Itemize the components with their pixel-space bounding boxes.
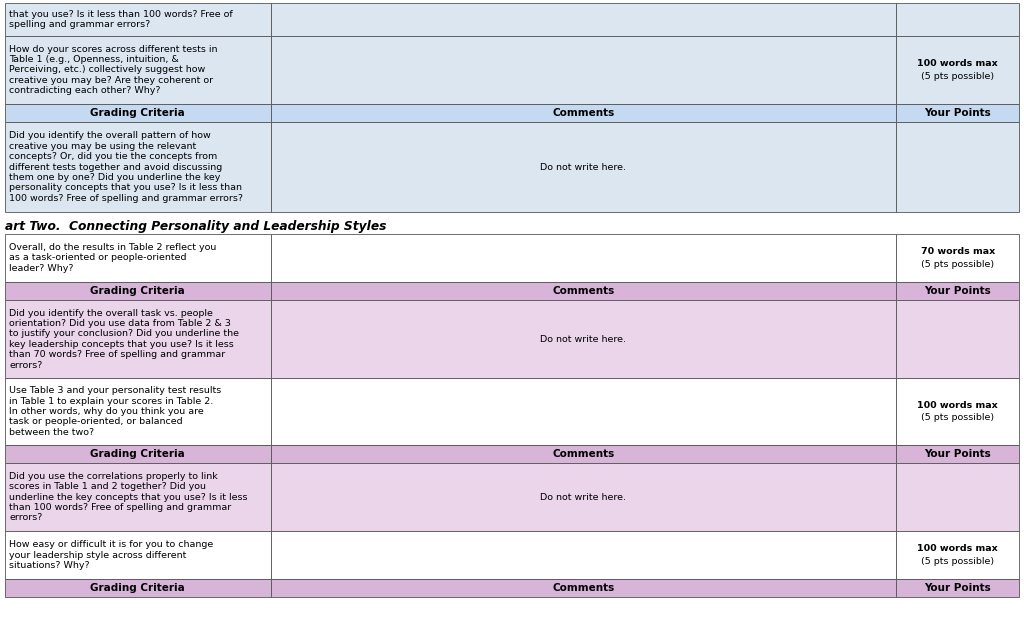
Bar — [270, 579, 896, 597]
Bar — [270, 445, 896, 463]
Bar — [5, 3, 270, 36]
Text: Your Points: Your Points — [925, 286, 991, 296]
Bar — [896, 36, 1019, 104]
Text: (5 pts possible): (5 pts possible) — [922, 260, 994, 269]
Bar — [896, 463, 1019, 531]
Bar — [896, 104, 1019, 122]
Bar — [896, 3, 1019, 36]
Bar — [896, 445, 1019, 463]
Text: Comments: Comments — [552, 449, 614, 459]
Bar — [270, 463, 896, 531]
Text: Comments: Comments — [552, 583, 614, 593]
Text: 100 words max: 100 words max — [918, 400, 998, 410]
Bar — [5, 282, 270, 300]
Text: that you use? Is it less than 100 words? Free of
spelling and grammar errors?: that you use? Is it less than 100 words?… — [9, 10, 232, 29]
Text: (5 pts possible): (5 pts possible) — [922, 557, 994, 566]
Bar — [5, 378, 270, 445]
Bar — [270, 3, 896, 36]
Text: Use Table 3 and your personality test results
in Table 1 to explain your scores : Use Table 3 and your personality test re… — [9, 386, 221, 437]
Text: Did you use the correlations properly to link
scores in Table 1 and 2 together? : Did you use the correlations properly to… — [9, 472, 248, 522]
Bar — [5, 445, 270, 463]
Text: Comments: Comments — [552, 286, 614, 296]
Text: Overall, do the results in Table 2 reflect you
as a task-oriented or people-orie: Overall, do the results in Table 2 refle… — [9, 243, 216, 273]
Bar — [5, 122, 270, 212]
Bar — [270, 36, 896, 104]
Text: 100 words max: 100 words max — [918, 544, 998, 553]
Text: How easy or difficult it is for you to change
your leadership style across diffe: How easy or difficult it is for you to c… — [9, 540, 213, 570]
Bar — [270, 300, 896, 378]
Bar — [896, 234, 1019, 282]
Text: Did you identify the overall task vs. people
orientation? Did you use data from : Did you identify the overall task vs. pe… — [9, 308, 239, 370]
Text: (5 pts possible): (5 pts possible) — [922, 72, 994, 81]
Bar — [5, 463, 270, 531]
Text: art Two.  Connecting Personality and Leadership Styles: art Two. Connecting Personality and Lead… — [5, 220, 386, 233]
Bar — [896, 122, 1019, 212]
Text: Do not write here.: Do not write here. — [541, 163, 627, 171]
Bar — [896, 282, 1019, 300]
Text: 100 words max: 100 words max — [918, 59, 998, 68]
Bar — [270, 122, 896, 212]
Text: (5 pts possible): (5 pts possible) — [922, 413, 994, 423]
Bar — [5, 579, 270, 597]
Bar — [896, 531, 1019, 579]
Text: Your Points: Your Points — [925, 583, 991, 593]
Bar — [270, 282, 896, 300]
Bar — [896, 579, 1019, 597]
Text: Your Points: Your Points — [925, 449, 991, 459]
Bar — [270, 104, 896, 122]
Bar — [270, 378, 896, 445]
Text: Did you identify the overall pattern of how
creative you may be using the releva: Did you identify the overall pattern of … — [9, 131, 243, 202]
Bar — [5, 36, 270, 104]
Text: Comments: Comments — [552, 108, 614, 118]
Text: Do not write here.: Do not write here. — [541, 334, 627, 344]
Bar — [270, 234, 896, 282]
Text: Your Points: Your Points — [925, 108, 991, 118]
Text: Grading Criteria: Grading Criteria — [90, 583, 185, 593]
Text: Grading Criteria: Grading Criteria — [90, 449, 185, 459]
Text: 70 words max: 70 words max — [921, 247, 994, 256]
Bar — [5, 531, 270, 579]
Text: Grading Criteria: Grading Criteria — [90, 286, 185, 296]
Bar — [5, 104, 270, 122]
Bar — [270, 531, 896, 579]
Text: Do not write here.: Do not write here. — [541, 493, 627, 501]
Bar — [5, 300, 270, 378]
Bar — [5, 234, 270, 282]
Bar — [896, 378, 1019, 445]
Text: Grading Criteria: Grading Criteria — [90, 108, 185, 118]
Text: How do your scores across different tests in
Table 1 (e.g., Openness, intuition,: How do your scores across different test… — [9, 45, 217, 95]
Bar — [896, 300, 1019, 378]
